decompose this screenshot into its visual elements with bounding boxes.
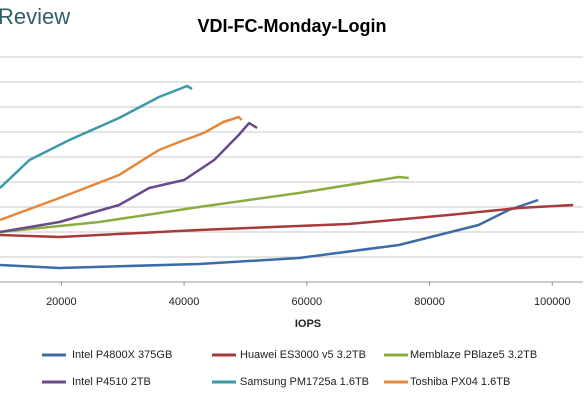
- x-tick-label: 60000: [292, 296, 323, 308]
- legend-label: Toshiba PX04 1.6TB: [410, 376, 510, 388]
- x-axis-label: IOPS: [295, 318, 321, 330]
- legend-label: Samsung PM1725a 1.6TB: [240, 376, 369, 388]
- legend-label: Intel P4510 2TB: [72, 376, 151, 388]
- x-tick-label: 40000: [169, 296, 200, 308]
- x-tick-label: 20000: [46, 296, 77, 308]
- series-line: [0, 121, 258, 234]
- series-line: [0, 175, 409, 234]
- x-tick-label: 100000: [534, 296, 571, 308]
- series-line: [0, 198, 539, 270]
- series-line: [0, 84, 193, 189]
- brand: Review: [0, 4, 70, 29]
- series-line: [0, 115, 243, 222]
- x-tick-label: 80000: [414, 296, 445, 308]
- chart-title: VDI-FC-Monday-Login: [198, 16, 387, 36]
- legend-label: Memblaze PBlaze5 3.2TB: [410, 349, 537, 361]
- series-line: [0, 203, 574, 239]
- legend-label: Huawei ES3000 v5 3.2TB: [240, 349, 366, 361]
- legend-label: Intel P4800X 375GB: [72, 349, 172, 361]
